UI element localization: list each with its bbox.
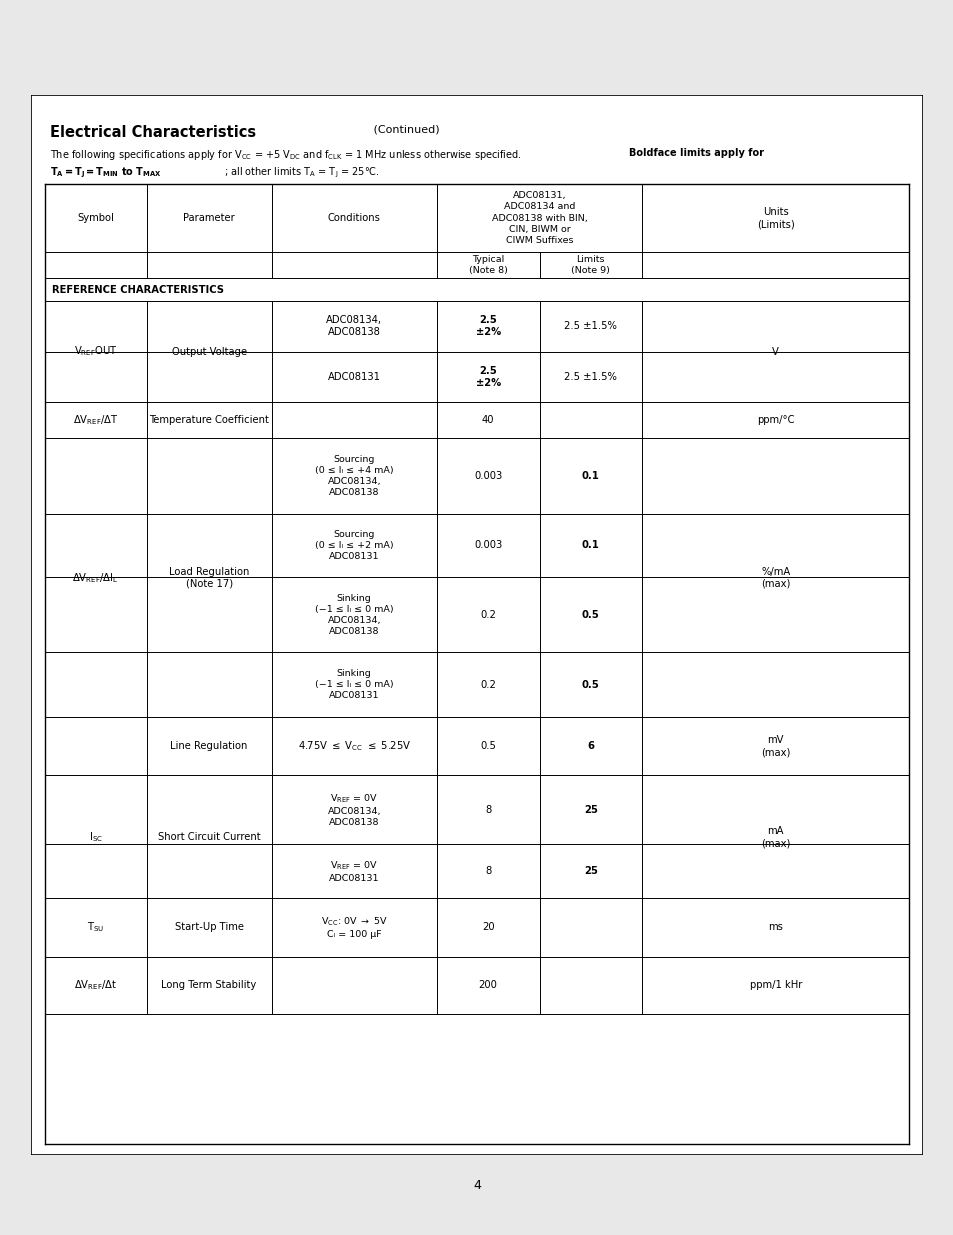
Text: T$_{\rm SU}$: T$_{\rm SU}$ (87, 920, 104, 935)
Text: 0.2: 0.2 (479, 679, 496, 690)
Text: Electrical Characteristics: Electrical Characteristics (51, 125, 256, 140)
Text: V$_{\rm REF}$ = 0V
ADC08131: V$_{\rm REF}$ = 0V ADC08131 (329, 860, 379, 883)
Text: 20: 20 (481, 923, 494, 932)
Text: Output Voltage: Output Voltage (172, 347, 247, 357)
Text: $\mathbf{T_A = T_J = T_{MIN}}$ $\mathbf{to}$ $\mathbf{T_{MAX}}$: $\mathbf{T_A = T_J = T_{MIN}}$ $\mathbf{… (51, 165, 161, 180)
Text: mA
(max): mA (max) (760, 826, 789, 848)
Text: mV
(max): mV (max) (760, 735, 789, 757)
Text: 2.5
±2%: 2.5 ±2% (475, 366, 500, 388)
Text: 2.5 ±1.5%: 2.5 ±1.5% (564, 321, 617, 331)
Text: Short Circuit Current: Short Circuit Current (157, 832, 260, 842)
Text: Conditions: Conditions (328, 212, 380, 224)
Text: ppm/1 kHr: ppm/1 kHr (749, 981, 801, 990)
Text: Sinking
(−1 ≤ Iₗ ≤ 0 mA)
ADC08131: Sinking (−1 ≤ Iₗ ≤ 0 mA) ADC08131 (314, 669, 394, 700)
Text: %/mA
(max): %/mA (max) (760, 567, 789, 589)
Text: 2.5
±2%: 2.5 ±2% (475, 315, 500, 337)
Text: 6: 6 (587, 741, 594, 751)
Text: Limits
(Note 9): Limits (Note 9) (571, 256, 610, 275)
Text: V$_{\rm REF}$ = 0V
ADC08134,
ADC08138: V$_{\rm REF}$ = 0V ADC08134, ADC08138 (327, 793, 380, 827)
Text: 4: 4 (473, 1179, 480, 1192)
Text: 0.1: 0.1 (581, 541, 599, 551)
Text: Load Regulation
(Note 17): Load Regulation (Note 17) (169, 567, 249, 589)
Text: Line Regulation: Line Regulation (171, 741, 248, 751)
Text: (Continued): (Continued) (370, 125, 439, 135)
Text: Units
(Limits): Units (Limits) (756, 206, 794, 230)
Text: V: V (771, 347, 779, 357)
Text: 0.003: 0.003 (474, 471, 502, 480)
Text: 25: 25 (583, 866, 598, 877)
Text: Boldface limits apply for: Boldface limits apply for (628, 148, 763, 158)
Text: V$_{\rm CC}$: 0V $\rightarrow$ 5V
Cₗ = 100 μF: V$_{\rm CC}$: 0V $\rightarrow$ 5V Cₗ = 1… (320, 915, 387, 940)
Text: I$_{\rm SC}$: I$_{\rm SC}$ (89, 830, 103, 844)
Text: Parameter: Parameter (183, 212, 234, 224)
Text: Sourcing
(0 ≤ Iₗ ≤ +4 mA)
ADC08134,
ADC08138: Sourcing (0 ≤ Iₗ ≤ +4 mA) ADC08134, ADC0… (314, 454, 394, 498)
Text: ADC08131,
ADC08134 and
ADC08138 with BIN,
CIN, BIWM or
CIWM Suffixes: ADC08131, ADC08134 and ADC08138 with BIN… (491, 191, 587, 245)
Text: $\Delta$V$_{\rm REF}$/$\Delta$I$_{\rm L}$: $\Delta$V$_{\rm REF}$/$\Delta$I$_{\rm L}… (72, 571, 119, 584)
Text: V$_{\rm REF}$OUT: V$_{\rm REF}$OUT (73, 345, 117, 358)
Text: ; all other limits T$_{\rm A}$ = T$_{\rm J}$ = 25°C.: ; all other limits T$_{\rm A}$ = T$_{\rm… (224, 165, 379, 180)
Text: Symbol: Symbol (77, 212, 114, 224)
Text: REFERENCE CHARACTERISTICS: REFERENCE CHARACTERISTICS (51, 284, 224, 294)
Text: Temperature Coefficient: Temperature Coefficient (149, 415, 269, 425)
Text: 0.5: 0.5 (479, 741, 496, 751)
Text: ADC08131: ADC08131 (328, 372, 380, 382)
Text: 0.1: 0.1 (581, 471, 599, 480)
Text: Sinking
(−1 ≤ Iₗ ≤ 0 mA)
ADC08134,
ADC08138: Sinking (−1 ≤ Iₗ ≤ 0 mA) ADC08134, ADC08… (314, 594, 394, 636)
Text: Typical
(Note 8): Typical (Note 8) (468, 256, 507, 275)
Text: 40: 40 (481, 415, 494, 425)
Text: 200: 200 (478, 981, 497, 990)
Text: 0.5: 0.5 (581, 610, 599, 620)
Text: $\Delta$V$_{\rm REF}$/$\Delta$t: $\Delta$V$_{\rm REF}$/$\Delta$t (74, 978, 117, 992)
Text: 0.003: 0.003 (474, 541, 502, 551)
Text: 0.5: 0.5 (581, 679, 599, 690)
Text: ms: ms (767, 923, 782, 932)
Text: 0.2: 0.2 (479, 610, 496, 620)
Text: ADC08134,
ADC08138: ADC08134, ADC08138 (326, 315, 382, 337)
Text: Sourcing
(0 ≤ Iₗ ≤ +2 mA)
ADC08131: Sourcing (0 ≤ Iₗ ≤ +2 mA) ADC08131 (314, 530, 394, 561)
Text: The following specifications apply for V$_{\rm CC}$ = +5 V$_{\rm DC}$ and f$_{\r: The following specifications apply for V… (51, 148, 522, 162)
Text: 2.5 ±1.5%: 2.5 ±1.5% (564, 372, 617, 382)
Text: 4.75V $\leq$ V$_{\rm CC}$ $\leq$ 5.25V: 4.75V $\leq$ V$_{\rm CC}$ $\leq$ 5.25V (297, 740, 411, 753)
Text: ppm/°C: ppm/°C (756, 415, 794, 425)
Text: Start-Up Time: Start-Up Time (174, 923, 243, 932)
Text: $\Delta$V$_{\rm REF}$/$\Delta$T: $\Delta$V$_{\rm REF}$/$\Delta$T (72, 414, 118, 427)
Text: 25: 25 (583, 805, 598, 815)
Text: Long Term Stability: Long Term Stability (161, 981, 256, 990)
Text: 8: 8 (484, 805, 491, 815)
Text: 8: 8 (484, 866, 491, 877)
